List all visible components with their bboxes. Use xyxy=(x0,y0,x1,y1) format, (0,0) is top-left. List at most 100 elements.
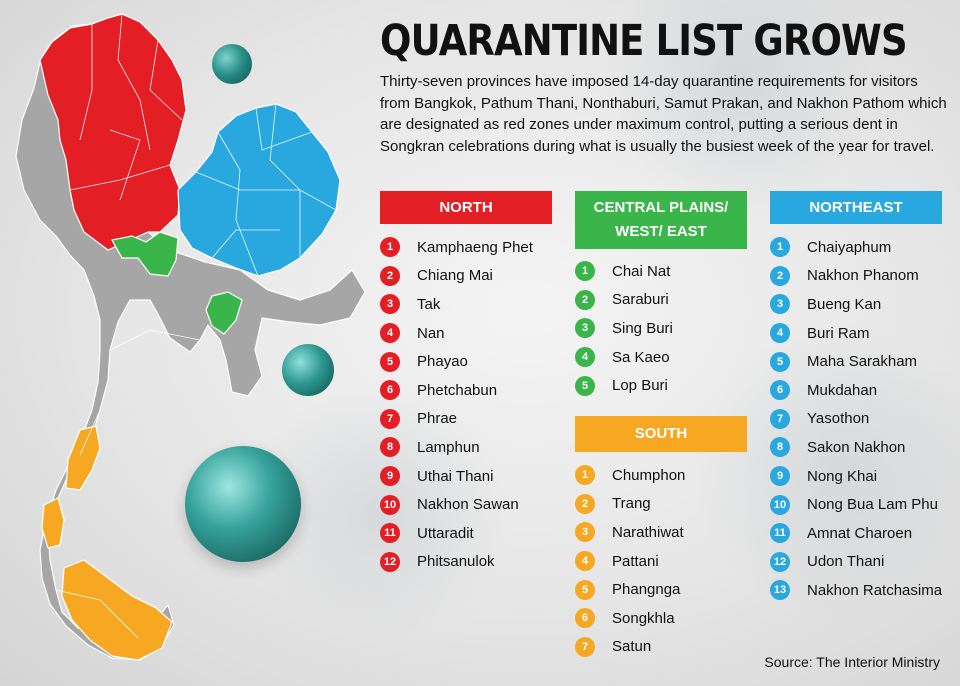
region-northeast-header: NORTHEAST xyxy=(770,191,942,224)
province-item: 2 Trang xyxy=(575,490,747,519)
virus-background-shape xyxy=(690,320,960,620)
province-number-badge: 5 xyxy=(770,351,790,372)
province-item: 1 Chai Nat xyxy=(575,257,747,286)
province-number-badge: 3 xyxy=(575,318,595,339)
province-number-badge: 5 xyxy=(575,579,595,600)
province-number-badge: 5 xyxy=(380,351,400,372)
headline: QUARANTINE LIST GROWS xyxy=(380,16,908,66)
province-number-badge: 3 xyxy=(770,294,790,315)
province-number-badge: 2 xyxy=(380,265,400,286)
province-item: 5 Phangnga xyxy=(575,575,747,604)
virus-sphere-large xyxy=(185,446,301,562)
province-item: 2 Nakhon Phanom xyxy=(770,262,942,291)
map-south-region-upper xyxy=(65,425,101,491)
source-credit: Source: The Interior Ministry xyxy=(764,654,940,670)
province-number-badge: 6 xyxy=(380,380,400,401)
region-south: SOUTH 1 Chumphon 2 Trang 3 Narathiwat 4 Pattani… xyxy=(575,416,747,661)
province-item: 4 Sa Kaeo xyxy=(575,343,747,372)
province-name: Maha Sarakham xyxy=(807,353,918,371)
province-item: 6 Mukdahan xyxy=(770,376,942,405)
region-central-list: 1 Chai Nat 2 Saraburi 3 Sing Buri 4 Sa Kaeo 5 Lop… xyxy=(575,257,747,400)
province-number-badge: 1 xyxy=(380,237,400,258)
province-number-badge: 2 xyxy=(575,289,595,310)
region-northeast: NORTHEAST 1 Chaiyaphum 2 Nakhon Phanom 3 Buen… xyxy=(770,191,942,605)
province-item: 11 Amnat Charoen xyxy=(770,519,942,548)
province-number-badge: 3 xyxy=(575,522,595,543)
province-item: 12 Udon Thani xyxy=(770,548,942,577)
map-south-region-middle xyxy=(41,497,65,549)
province-name: Lamphun xyxy=(417,438,480,456)
province-item: 9 Uthai Thani xyxy=(380,462,552,491)
province-item: 7 Satun xyxy=(575,633,747,662)
province-item: 4 Nan xyxy=(380,319,552,348)
province-number-badge: 7 xyxy=(380,408,400,429)
virus-background-shape xyxy=(600,0,880,220)
map-province-borders xyxy=(55,13,337,639)
province-name: Phangnga xyxy=(612,581,681,599)
province-number-badge: 10 xyxy=(380,494,400,515)
province-name: Sing Buri xyxy=(612,319,673,337)
province-name: Udon Thani xyxy=(807,553,885,571)
province-name: Nong Khai xyxy=(807,467,878,485)
province-name: Phrae xyxy=(417,410,458,428)
region-south-list: 1 Chumphon 2 Trang 3 Narathiwat 4 Pattani 5 Phang… xyxy=(575,461,747,661)
province-name: Sakon Nakhon xyxy=(807,438,906,456)
province-number-badge: 4 xyxy=(575,347,595,368)
province-number-badge: 8 xyxy=(380,437,400,458)
province-name: Satun xyxy=(612,638,652,656)
province-number-badge: 6 xyxy=(770,380,790,401)
province-name: Sa Kaeo xyxy=(612,348,670,366)
province-number-badge: 4 xyxy=(380,323,400,344)
province-name: Yasothon xyxy=(807,410,870,428)
province-item: 12 Phitsanulok xyxy=(380,548,552,577)
province-number-badge: 13 xyxy=(770,580,790,601)
province-name: Narathiwat xyxy=(612,523,684,541)
province-number-badge: 1 xyxy=(575,465,595,486)
province-name: Nakhon Phanom xyxy=(807,267,919,285)
province-name: Chai Nat xyxy=(612,262,671,280)
province-name: Chumphon xyxy=(612,466,686,484)
thailand-province-map xyxy=(15,13,366,661)
province-name: Tak xyxy=(417,295,441,313)
province-name: Phitsanulok xyxy=(417,553,495,571)
province-name: Kamphaeng Phet xyxy=(417,238,533,256)
province-item: 2 Saraburi xyxy=(575,286,747,315)
province-number-badge: 7 xyxy=(575,636,595,657)
standfirst: Thirty-seven provinces have imposed 14-d… xyxy=(380,73,947,155)
province-number-badge: 1 xyxy=(575,261,595,282)
region-northeast-list: 1 Chaiyaphum 2 Nakhon Phanom 3 Bueng Kan 4 Buri… xyxy=(770,233,942,605)
province-name: Nan xyxy=(417,324,445,342)
province-name: Buri Ram xyxy=(807,324,870,342)
region-south-header: SOUTH xyxy=(575,416,747,452)
province-item: 10 Nong Bua Lam Phu xyxy=(770,490,942,519)
region-central: CENTRAL PLAINS/ WEST/ EAST 1 Chai Nat 2 Sar… xyxy=(575,191,747,400)
province-item: 3 Tak xyxy=(380,290,552,319)
virus-sphere-small xyxy=(212,44,252,84)
province-number-badge: 9 xyxy=(770,466,790,487)
map-central-region xyxy=(111,231,179,277)
province-number-badge: 7 xyxy=(770,408,790,429)
region-north: NORTH 1 Kamphaeng Phet 2 Chiang Mai 3 Tak 4 Nan… xyxy=(380,191,552,576)
province-name: Nakhon Ratchasima xyxy=(807,581,943,599)
province-name: Phayao xyxy=(417,353,468,371)
province-number-badge: 3 xyxy=(380,294,400,315)
province-name: Saraburi xyxy=(612,291,669,309)
province-name: Amnat Charoen xyxy=(807,524,913,542)
province-number-badge: 11 xyxy=(380,523,400,544)
province-number-badge: 9 xyxy=(380,466,400,487)
province-item: 7 Phrae xyxy=(380,405,552,434)
province-name: Nong Bua Lam Phu xyxy=(807,496,938,514)
province-item: 3 Sing Buri xyxy=(575,314,747,343)
province-item: 10 Nakhon Sawan xyxy=(380,490,552,519)
province-number-badge: 2 xyxy=(575,493,595,514)
province-number-badge: 5 xyxy=(575,375,595,396)
region-north-list: 1 Kamphaeng Phet 2 Chiang Mai 3 Tak 4 Nan 5 Phaya… xyxy=(380,233,552,576)
province-item: 4 Pattani xyxy=(575,547,747,576)
province-number-badge: 4 xyxy=(575,551,595,572)
province-number-badge: 2 xyxy=(770,265,790,286)
province-name: Nakhon Sawan xyxy=(417,496,519,514)
province-item: 9 Nong Khai xyxy=(770,462,942,491)
province-item: 1 Chaiyaphum xyxy=(770,233,942,262)
map-central-region-sakaeo xyxy=(205,291,243,335)
province-item: 8 Sakon Nakhon xyxy=(770,433,942,462)
